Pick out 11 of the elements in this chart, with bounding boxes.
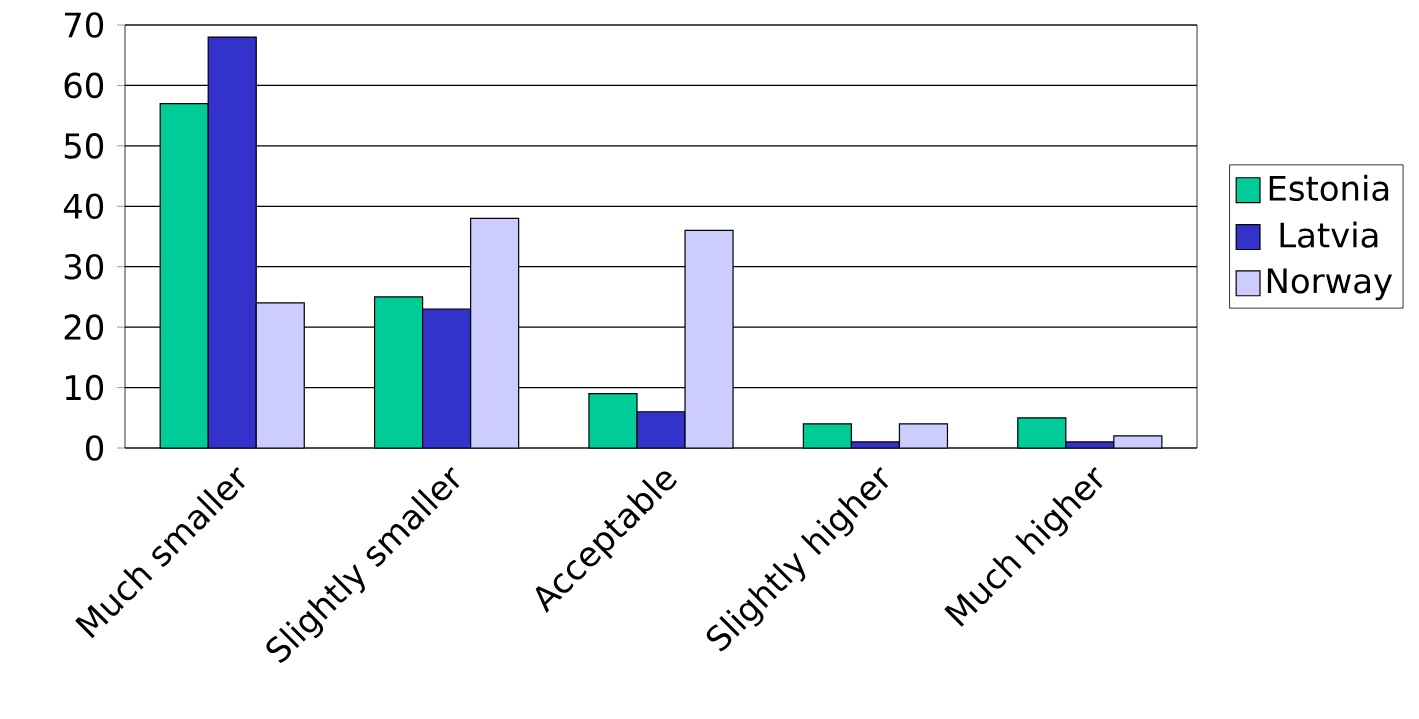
legend-label: Latvia	[1280, 221, 1378, 248]
y-tick-label: 10	[65, 374, 104, 401]
y-tick-label: 30	[64, 253, 104, 280]
legend-label: Estonia	[1269, 174, 1389, 202]
legend-label: Norway	[1267, 268, 1393, 301]
y-tick-label: 40	[63, 193, 104, 220]
y-tick-label: 50	[64, 133, 104, 159]
y-tick-label: 0	[85, 435, 104, 461]
y-tick-label: 60	[64, 72, 104, 99]
y-tick-label: 20	[64, 314, 104, 340]
y-tick-label: 70	[65, 12, 104, 38]
